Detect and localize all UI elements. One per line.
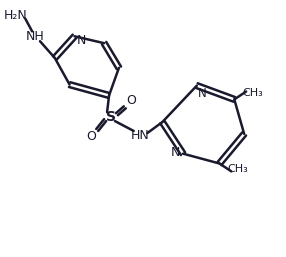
Text: N: N [77,34,86,47]
Text: H₂N: H₂N [3,9,27,22]
Text: N: N [171,146,180,159]
Text: O: O [126,94,136,107]
Text: CH₃: CH₃ [242,88,263,98]
Text: N: N [198,87,206,99]
Text: O: O [86,130,96,143]
Text: HN: HN [131,129,150,142]
Text: NH: NH [26,30,44,43]
Text: S: S [106,110,116,124]
Text: CH₃: CH₃ [227,164,248,175]
